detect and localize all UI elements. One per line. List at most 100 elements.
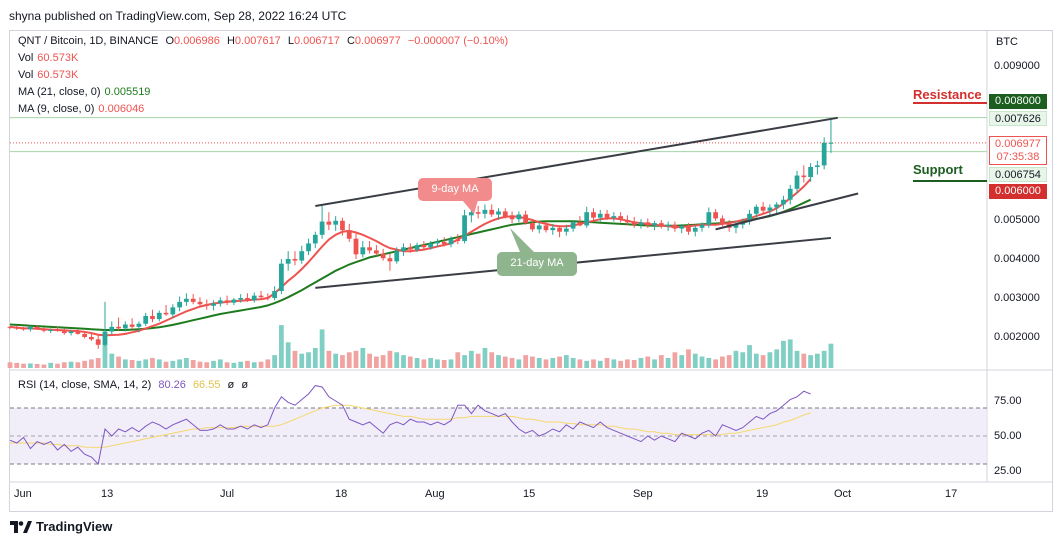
volume-bar — [482, 347, 488, 368]
volume-bar — [774, 349, 780, 368]
volume-bar — [536, 357, 542, 368]
candle-body — [448, 239, 454, 245]
volume-bar — [740, 352, 746, 368]
candle-body — [753, 206, 759, 214]
volume-bar — [530, 356, 535, 368]
candle-body — [774, 204, 780, 208]
ohlc-legend: QNT / Bitcoin, 1D, BINANCE O0.006986 H0.… — [18, 34, 512, 48]
volume-bar — [156, 359, 162, 368]
change-value: −0.000007 (−0.10%) — [407, 35, 509, 47]
volume-bar — [733, 350, 739, 368]
candle-body — [665, 224, 671, 227]
vol-value: 60.573K — [37, 52, 79, 64]
candle-body — [116, 326, 121, 329]
rsi-tick: 75.00 — [994, 395, 1022, 407]
candle-body — [557, 227, 562, 232]
volume-bar — [55, 363, 60, 368]
candle-body — [14, 327, 20, 329]
candle-body — [489, 209, 495, 215]
candle-body — [638, 222, 644, 225]
volume-bar — [7, 362, 13, 368]
volume-bar — [387, 350, 393, 368]
candle-body — [238, 298, 244, 300]
candle-body — [821, 142, 827, 166]
vol-label: Vol — [18, 52, 34, 64]
ma21-legend: MA (21, close, 0) 0.005519 — [18, 85, 154, 99]
volume-legend-2: Vol 60.573K — [18, 68, 82, 82]
candle-body — [75, 331, 81, 334]
candle-body — [102, 331, 108, 345]
candle-body — [828, 142, 834, 144]
candle-body — [523, 214, 529, 224]
volume-bar — [48, 362, 54, 368]
volume-bar — [251, 362, 257, 368]
volume-bar — [625, 359, 630, 368]
time-tick: Jul — [220, 488, 235, 500]
candle-body — [455, 239, 461, 242]
symbol-title[interactable]: QNT / Bitcoin, 1D, BINANCE — [18, 35, 159, 47]
candle-body — [787, 188, 793, 200]
candle-body — [258, 295, 264, 298]
high-value: 0.007617 — [234, 35, 281, 47]
ma9-callout[interactable]: 9-day MA — [418, 178, 492, 201]
tradingview-logo[interactable]: TradingView — [10, 519, 112, 534]
candle-body — [374, 250, 379, 254]
resistance-label: Resistance — [913, 87, 982, 102]
rsi-sma-line — [10, 404, 811, 448]
candle-body — [150, 315, 155, 320]
time-tick: 15 — [523, 488, 536, 500]
candle-body — [421, 244, 427, 248]
volume-bar — [516, 359, 522, 368]
candle-body — [699, 224, 705, 228]
candle-body — [143, 315, 149, 324]
volume-bar — [245, 360, 250, 368]
ma21-value: 0.005519 — [104, 86, 151, 98]
volume-bar — [692, 353, 698, 368]
candle-body — [129, 324, 135, 327]
candle-body — [7, 326, 13, 328]
volume-bar — [787, 339, 793, 368]
candle-body — [156, 312, 162, 320]
ma21-label: MA (21, close, 0) — [18, 86, 101, 98]
volume-bar — [217, 359, 223, 368]
candle-body — [82, 333, 88, 337]
close-value: 0.006977 — [354, 35, 401, 47]
ma21-line — [9, 198, 812, 331]
candle-body — [435, 241, 440, 244]
volume-bar — [781, 340, 786, 368]
ma9-callout-pointer — [462, 200, 478, 214]
volume-bar — [238, 361, 244, 368]
candle-body — [482, 209, 488, 214]
candle-body — [815, 165, 820, 167]
volume-bar — [333, 353, 339, 368]
volume-bar — [224, 362, 230, 368]
volume-bar — [753, 353, 759, 368]
rsi-value: 80.26 — [158, 379, 186, 391]
volume-bar — [496, 355, 501, 368]
candle-body — [760, 206, 766, 211]
ma21-callout[interactable]: 21-day MA — [497, 252, 577, 276]
volume-bar — [584, 360, 590, 368]
candle-body — [584, 212, 590, 226]
support-label: Support — [913, 162, 963, 177]
volume-bar — [570, 357, 576, 368]
time-tick: Sep — [633, 488, 653, 500]
volume-bar — [550, 357, 556, 368]
candle-body — [333, 220, 339, 225]
volume-bar — [41, 364, 47, 368]
low-value: 0.006717 — [294, 35, 340, 47]
time-tick: 13 — [101, 488, 114, 500]
candle-body — [516, 214, 522, 220]
volume-bar — [116, 356, 121, 368]
volume-bar — [163, 361, 169, 368]
volume-bar — [760, 355, 766, 368]
candle-body — [570, 222, 576, 229]
volume-bar — [211, 360, 216, 368]
volume-bar — [441, 359, 447, 368]
candle-body — [34, 326, 40, 330]
volume-bar — [102, 343, 108, 368]
volume-bar — [720, 356, 725, 368]
time-tick: 17 — [945, 488, 958, 500]
candle-body — [55, 329, 60, 332]
